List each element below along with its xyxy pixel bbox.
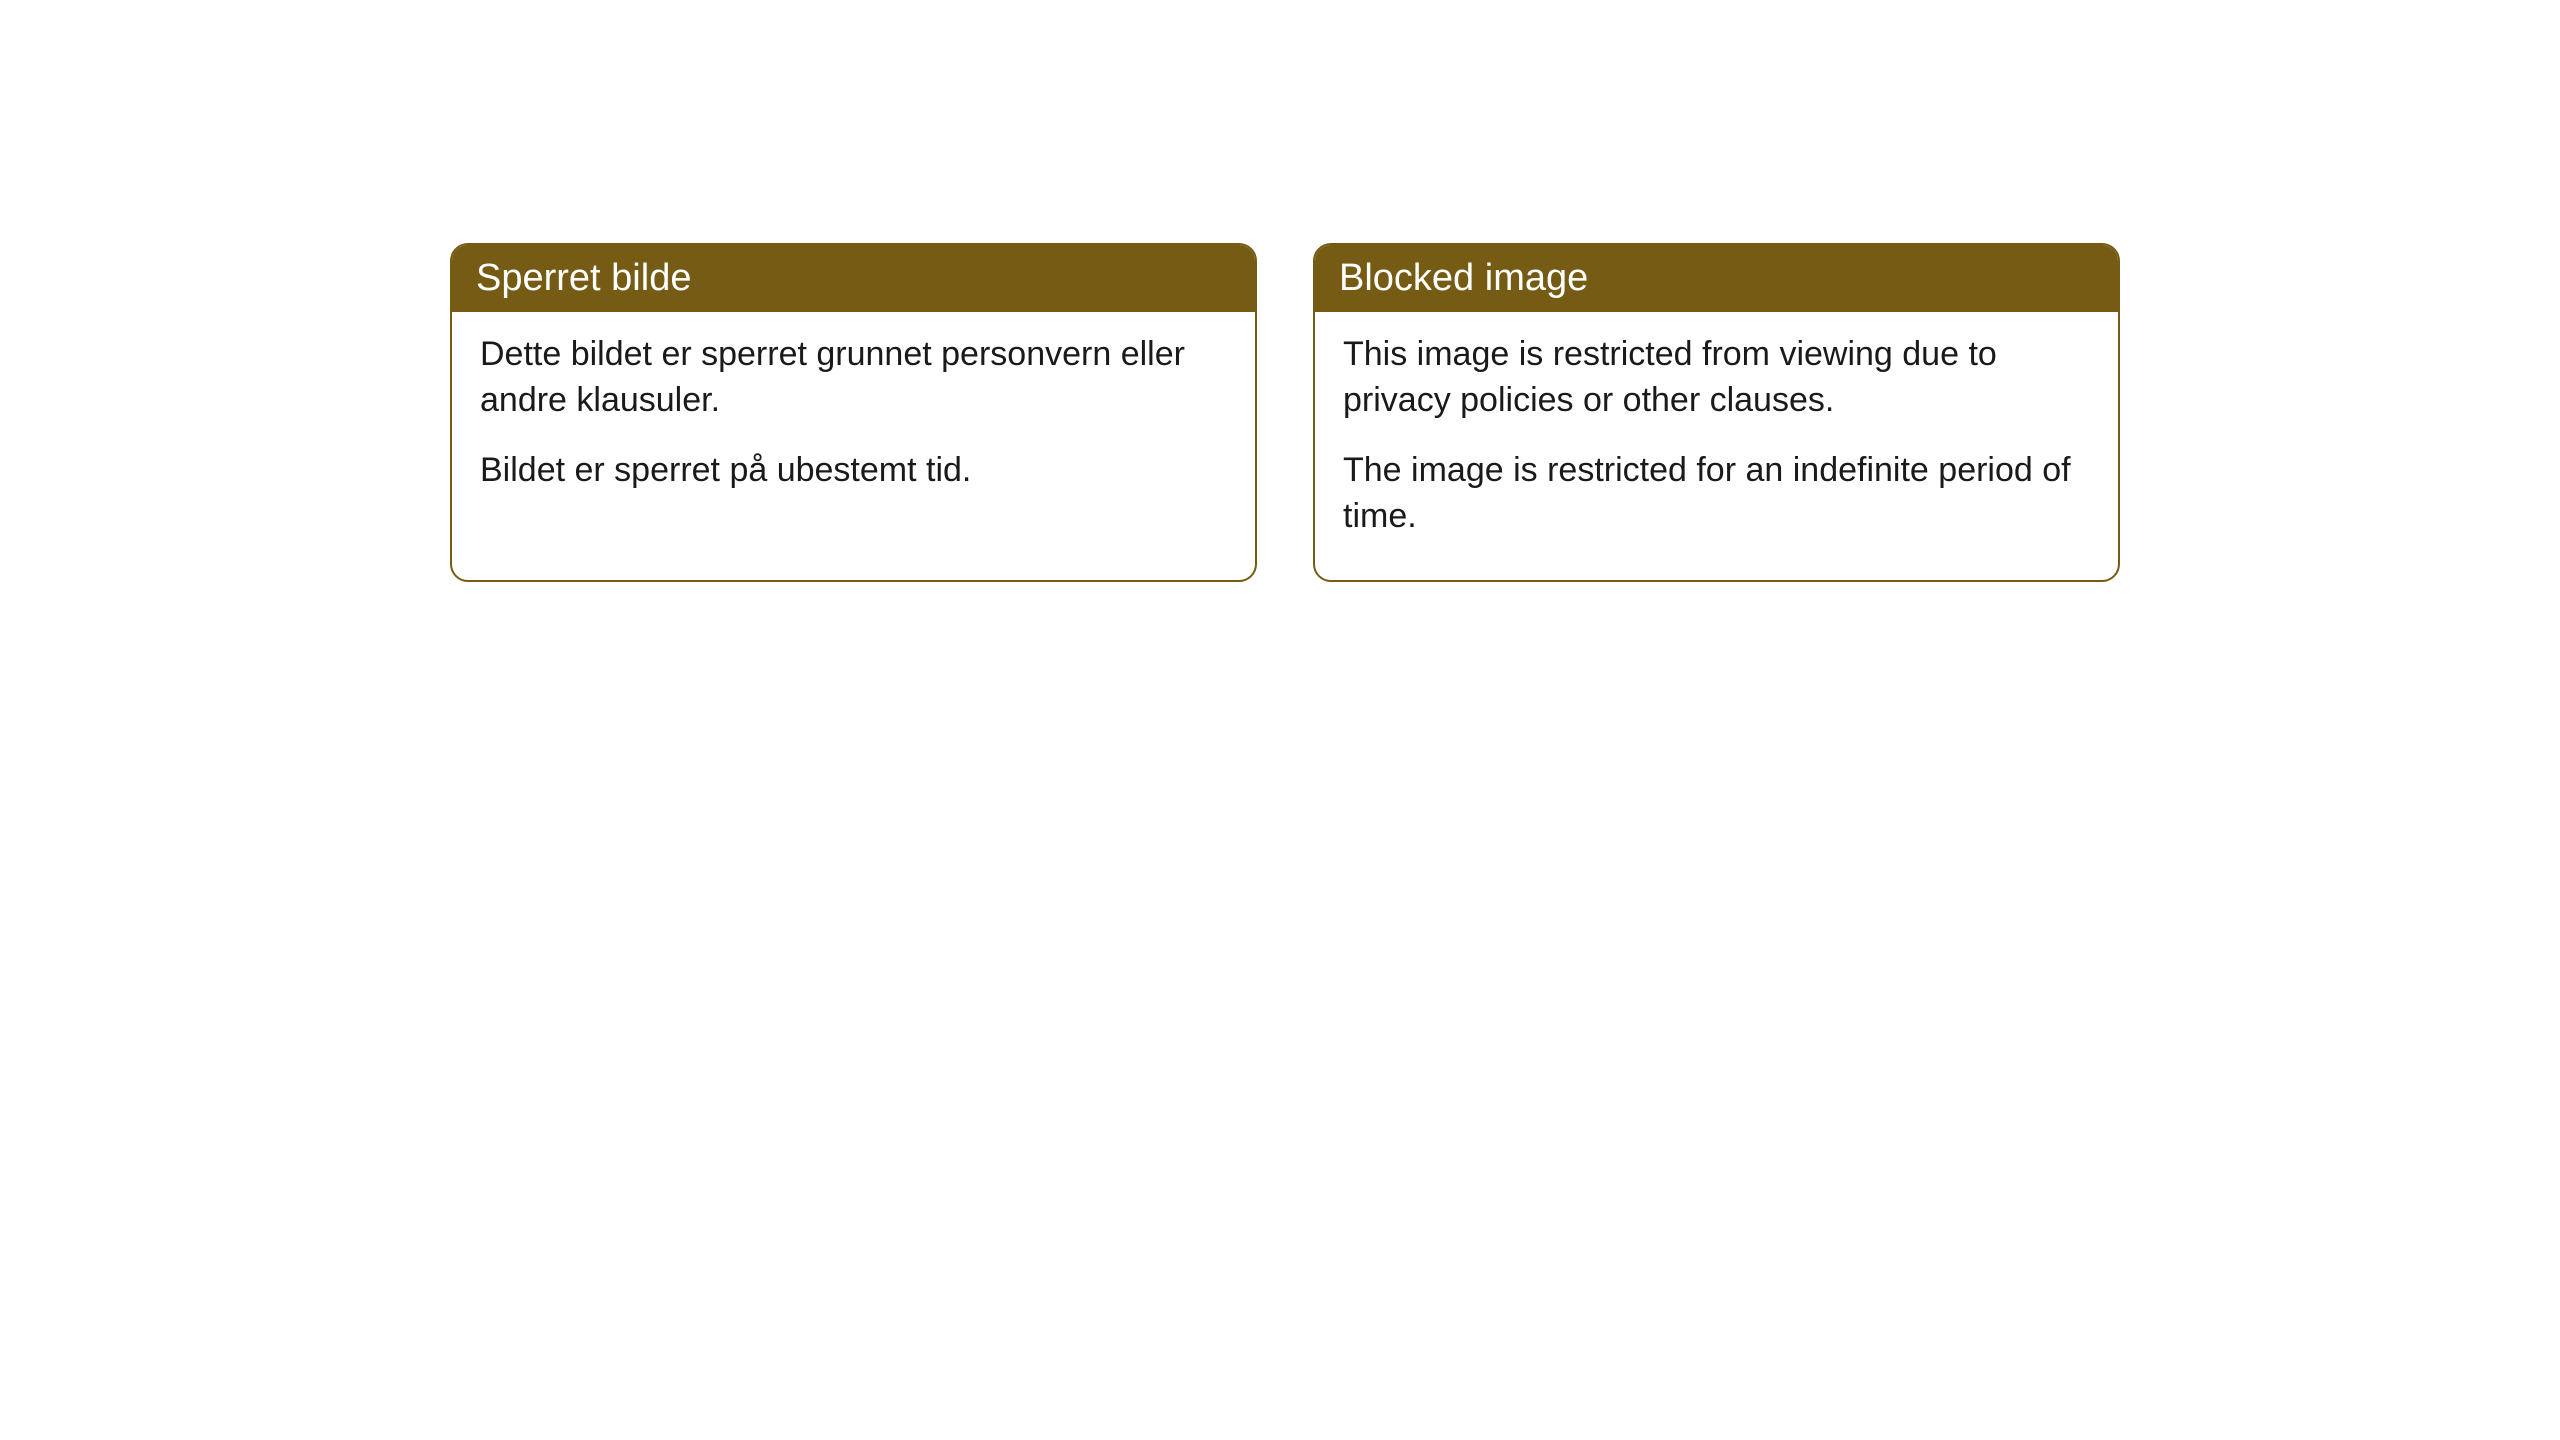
blocked-image-card-norwegian: Sperret bilde Dette bildet er sperret gr… bbox=[450, 243, 1257, 582]
blocked-image-card-english: Blocked image This image is restricted f… bbox=[1313, 243, 2120, 582]
card-paragraph-2: Bildet er sperret på ubestemt tid. bbox=[480, 448, 1227, 494]
card-paragraph-1: This image is restricted from viewing du… bbox=[1343, 332, 2090, 424]
card-paragraph-1: Dette bildet er sperret grunnet personve… bbox=[480, 332, 1227, 424]
card-paragraph-2: The image is restricted for an indefinit… bbox=[1343, 448, 2090, 540]
card-header: Blocked image bbox=[1315, 245, 2118, 312]
card-body: Dette bildet er sperret grunnet personve… bbox=[452, 312, 1255, 534]
card-title: Sperret bilde bbox=[476, 257, 691, 299]
card-body: This image is restricted from viewing du… bbox=[1315, 312, 2118, 580]
card-title: Blocked image bbox=[1339, 257, 1588, 299]
cards-container: Sperret bilde Dette bildet er sperret gr… bbox=[450, 243, 2120, 582]
card-header: Sperret bilde bbox=[452, 245, 1255, 312]
